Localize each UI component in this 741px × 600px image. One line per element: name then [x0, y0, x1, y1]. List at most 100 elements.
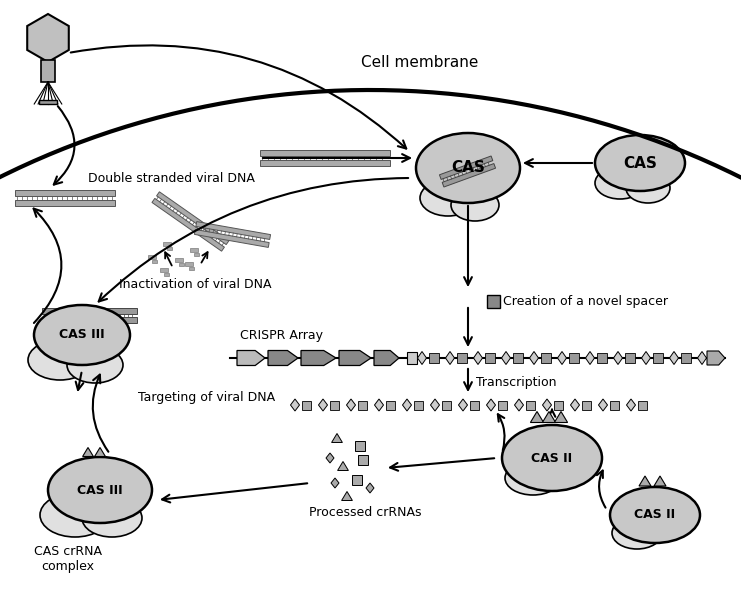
Ellipse shape: [626, 173, 670, 203]
Polygon shape: [445, 352, 454, 364]
Ellipse shape: [595, 135, 685, 191]
Polygon shape: [531, 412, 544, 422]
Bar: [190, 248, 198, 252]
Text: Targeting of viral DNA: Targeting of viral DNA: [138, 391, 275, 404]
Polygon shape: [473, 352, 482, 364]
Polygon shape: [347, 399, 356, 411]
Polygon shape: [268, 350, 298, 365]
Ellipse shape: [610, 487, 700, 543]
Bar: [653, 353, 663, 363]
Bar: [582, 401, 591, 410]
Bar: [513, 353, 523, 363]
Polygon shape: [95, 448, 105, 457]
Polygon shape: [237, 350, 265, 365]
Polygon shape: [326, 453, 334, 463]
Ellipse shape: [451, 189, 499, 221]
Ellipse shape: [502, 425, 602, 491]
Text: CRISPR Array: CRISPR Array: [240, 329, 323, 342]
Bar: [196, 221, 270, 239]
Polygon shape: [417, 352, 427, 364]
Bar: [554, 401, 563, 410]
Polygon shape: [542, 399, 551, 411]
FancyArrowPatch shape: [33, 209, 62, 323]
Bar: [167, 247, 172, 250]
Polygon shape: [502, 352, 511, 364]
Polygon shape: [707, 351, 725, 365]
Bar: [485, 353, 495, 363]
Bar: [185, 262, 193, 266]
Bar: [498, 401, 507, 410]
Polygon shape: [339, 350, 371, 365]
Ellipse shape: [40, 493, 110, 537]
Bar: [152, 199, 225, 251]
Bar: [526, 401, 535, 410]
FancyArrowPatch shape: [70, 46, 406, 149]
Bar: [148, 255, 156, 259]
Bar: [302, 401, 311, 410]
Bar: [429, 353, 439, 363]
Polygon shape: [542, 412, 556, 422]
Polygon shape: [642, 352, 651, 364]
Bar: [569, 353, 579, 363]
Polygon shape: [487, 399, 496, 411]
Polygon shape: [374, 399, 384, 411]
Polygon shape: [331, 478, 339, 488]
Bar: [487, 295, 500, 308]
Ellipse shape: [34, 305, 130, 365]
Bar: [358, 401, 367, 410]
Ellipse shape: [612, 517, 662, 549]
Bar: [194, 253, 199, 256]
Ellipse shape: [28, 340, 92, 380]
Bar: [163, 242, 171, 246]
Text: Inactivation of viral DNA: Inactivation of viral DNA: [119, 278, 271, 291]
Bar: [15, 190, 115, 196]
Bar: [597, 353, 607, 363]
Bar: [189, 267, 194, 270]
Polygon shape: [431, 399, 439, 411]
Bar: [156, 192, 229, 245]
Bar: [681, 353, 691, 363]
Bar: [330, 401, 339, 410]
Text: CAS: CAS: [451, 160, 485, 175]
Bar: [625, 353, 635, 363]
Ellipse shape: [48, 457, 152, 523]
Bar: [355, 441, 365, 451]
Polygon shape: [614, 352, 622, 364]
Bar: [638, 401, 647, 410]
Bar: [442, 164, 496, 187]
FancyArrowPatch shape: [93, 374, 108, 452]
Text: Creation of a novel spacer: Creation of a novel spacer: [503, 295, 668, 308]
Polygon shape: [557, 352, 567, 364]
Polygon shape: [585, 352, 594, 364]
FancyArrowPatch shape: [54, 106, 75, 185]
Polygon shape: [301, 350, 336, 365]
Bar: [15, 200, 115, 206]
FancyArrowPatch shape: [99, 178, 408, 301]
Ellipse shape: [505, 461, 561, 495]
Bar: [407, 352, 417, 364]
Bar: [610, 401, 619, 410]
Text: Processed crRNAs: Processed crRNAs: [309, 506, 421, 519]
Polygon shape: [338, 461, 348, 470]
Text: CAS II: CAS II: [634, 509, 676, 521]
Ellipse shape: [420, 180, 476, 216]
Text: Transcription: Transcription: [476, 376, 556, 389]
Polygon shape: [697, 352, 706, 364]
Text: Cell membrane: Cell membrane: [362, 55, 479, 70]
Bar: [160, 268, 168, 272]
Bar: [42, 317, 137, 323]
Bar: [164, 273, 169, 276]
Bar: [352, 475, 362, 485]
Text: CAS II: CAS II: [531, 451, 573, 464]
Bar: [260, 150, 390, 156]
Ellipse shape: [82, 499, 142, 537]
Bar: [541, 353, 551, 363]
Bar: [386, 401, 395, 410]
Bar: [152, 260, 157, 263]
Polygon shape: [319, 399, 328, 411]
Polygon shape: [626, 399, 636, 411]
Polygon shape: [27, 14, 69, 62]
Text: CAS crRNA
complex: CAS crRNA complex: [34, 545, 102, 573]
Polygon shape: [654, 476, 666, 486]
Polygon shape: [571, 399, 579, 411]
